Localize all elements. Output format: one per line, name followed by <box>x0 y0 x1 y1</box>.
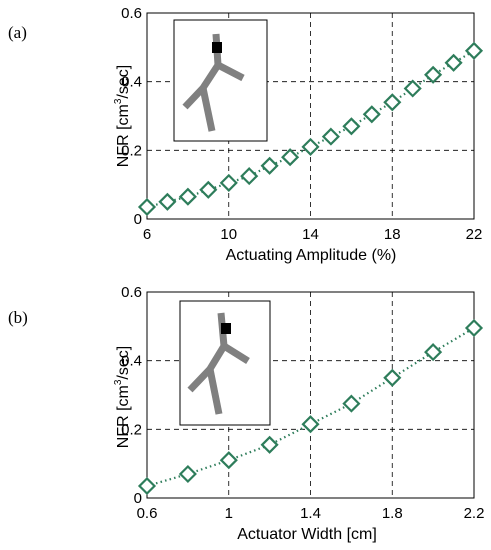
data-point-b <box>178 464 197 484</box>
data-point-a <box>403 79 422 98</box>
data-point-b <box>342 394 361 413</box>
y-axis-label-a: NFR [cm3/sec] <box>113 65 132 167</box>
y-tick-label-a: 0.4 <box>121 74 142 91</box>
y-tick-label-a: 0 <box>134 211 142 228</box>
data-point-a <box>321 127 340 146</box>
data-point-b <box>424 343 443 362</box>
x-tick-label-a: 10 <box>220 226 237 243</box>
y-axis-label-b: NFR [cm3/sec] <box>113 346 132 448</box>
panel-label-b: (b) <box>8 308 28 327</box>
y-tick-label-b: 0.4 <box>121 353 142 370</box>
data-point-b <box>137 476 157 496</box>
y-tick-label-b: 0 <box>134 490 142 507</box>
y-axis-label-a-tail: /sec] <box>115 65 132 99</box>
y-axis-label-a-sup: 3 <box>113 98 124 104</box>
data-point-a <box>444 53 463 72</box>
data-point-a <box>383 93 402 112</box>
panel-label-a: (a) <box>8 23 27 42</box>
data-point-b <box>219 451 238 470</box>
data-point-a <box>424 65 443 84</box>
data-point-b <box>383 368 402 387</box>
actuator-marker-b <box>221 323 231 334</box>
data-point-a <box>301 137 320 156</box>
x-tick-label-b: 1.8 <box>382 505 403 522</box>
plot-frame-b <box>146 291 475 499</box>
data-point-a <box>281 148 300 167</box>
y-axis-label-b-main: NFR [cm <box>115 385 132 448</box>
y-tick-label-b: 0.2 <box>121 421 142 438</box>
x-tick-label-a: 18 <box>384 226 401 243</box>
data-point-a <box>464 41 484 60</box>
data-point-b <box>260 435 279 454</box>
x-tick-label-a: 22 <box>466 226 483 243</box>
y-axis-label-b-tail: /sec] <box>115 346 132 380</box>
data-point-a <box>362 105 381 124</box>
y-axis-label-b-sup: 3 <box>113 379 124 385</box>
data-point-a <box>219 173 238 192</box>
x-axis-label-b: Actuator Width [cm] <box>237 526 377 543</box>
y-axis-label-a-main: NFR [cm <box>115 104 132 167</box>
y-tick-label-b: 0.6 <box>121 284 142 301</box>
data-point-a <box>158 192 177 211</box>
airway-inset-a <box>173 19 268 142</box>
x-tick-label-b: 2.2 <box>464 505 485 522</box>
actuator-marker-a <box>212 42 222 53</box>
data-point-a <box>199 180 218 199</box>
data-point-b <box>464 318 484 338</box>
panel-a: (a) 6 10 14 18 22 0 0.2 0.4 0.6 Actuating Ampli… <box>8 5 484 264</box>
x-tick-label-b: 1 <box>225 505 233 522</box>
airway-inset-b <box>179 300 271 426</box>
data-point-a <box>137 197 157 217</box>
x-axis-label-a: Actuating Amplitude (%) <box>226 247 397 264</box>
x-tick-label-a: 14 <box>302 226 319 243</box>
x-tick-label-a: 6 <box>143 226 151 243</box>
plot-frame-a <box>146 12 475 220</box>
x-tick-label-b: 0.6 <box>137 505 158 522</box>
data-point-a <box>342 117 361 136</box>
y-tick-label-a: 0.2 <box>121 142 142 159</box>
data-point-a <box>178 187 197 206</box>
data-point-a <box>260 156 279 175</box>
y-tick-label-a: 0.6 <box>121 5 142 22</box>
data-point-a <box>240 167 259 186</box>
panel-b: (b) 0.6 1 1.4 1.8 2.2 0 0.2 0.4 0.6 Actuator Wi… <box>8 284 484 543</box>
data-point-b <box>301 415 320 434</box>
x-tick-label-b: 1.4 <box>300 505 321 522</box>
